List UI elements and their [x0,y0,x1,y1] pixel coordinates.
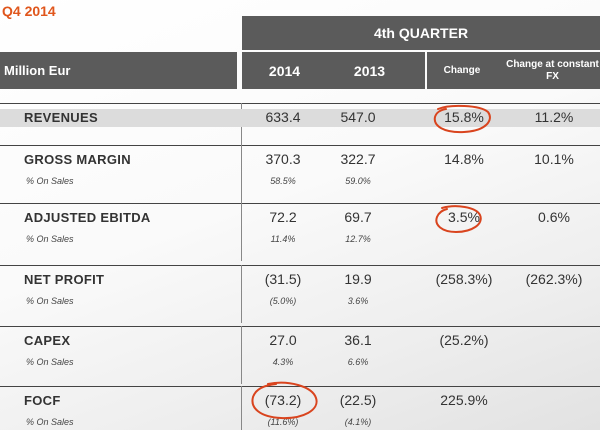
value-change: 15.8% [444,109,484,125]
value-2014: 633.4 [265,109,301,125]
row-label: ADJUSTED EBITDA [24,210,151,225]
column-header-2013: 2013 [353,62,386,79]
row-label: CAPEX [24,333,71,348]
row-divider [0,386,600,387]
value-change-fx: (262.3%) [525,271,583,287]
quarter-header: 4th QUARTER [242,16,600,50]
value-change: (25.2%) [439,332,489,348]
row-label: GROSS MARGIN [24,152,131,167]
pct-2013: 6.6% [347,357,369,367]
value-2013: 69.7 [344,209,372,225]
pct-2014: 4.3% [272,357,294,367]
value-change: 225.9% [440,392,488,408]
column-divider [241,103,242,161]
column-header-change: Change [443,65,481,76]
table-row-gross-margin: GROSS MARGIN % On Sales 370.3 322.7 14.8… [0,145,600,203]
row-divider [0,326,600,327]
value-change-fx: 0.6% [538,209,570,225]
column-divider [241,203,242,261]
pct-2014: (5.0%) [269,296,297,306]
column-divider [241,326,242,384]
column-divider [241,265,242,323]
value-change: 3.5% [448,209,480,225]
value-change-fx: 11.2% [534,109,574,125]
value-2014: (73.2) [264,392,302,408]
row-label: FOCF [24,393,61,408]
value-2013: 547.0 [340,109,376,125]
pct-2013: 59.0% [345,176,371,186]
table-row-adjusted-ebitda: ADJUSTED EBITDA % On Sales 72.2 69.7 3.5… [0,203,600,261]
pct-2013: 12.7% [345,234,371,244]
value-2013: 19.9 [344,271,372,287]
column-divider [241,145,242,203]
table-row-focf: FOCF % On Sales (73.2) (22.5) 225.9% (11… [0,386,600,430]
row-sublabel: % On Sales [26,176,74,186]
value-2014: (31.5) [264,271,302,287]
value-2014: 370.3 [265,151,301,167]
row-sublabel: % On Sales [26,296,74,306]
row-label: REVENUES [24,110,98,125]
year-columns-header: 2014 2013 [242,52,425,89]
value-2014: 72.2 [269,209,297,225]
row-divider [0,103,600,104]
row-divider [0,203,600,204]
pct-2013: (4.1%) [344,417,372,427]
pct-2014: (11.6%) [267,417,299,427]
value-2013: 36.1 [344,332,372,348]
pct-2014: 58.5% [270,176,296,186]
table-row-capex: CAPEX % On Sales 27.0 36.1 (25.2%) 4.3% … [0,326,600,384]
value-change-fx: 10.1% [534,151,574,167]
row-divider [0,145,600,146]
row-sublabel: % On Sales [26,417,74,427]
page-title: Q4 2014 [2,3,56,19]
row-label: NET PROFIT [24,272,105,287]
table-row-net-profit: NET PROFIT % On Sales (31.5) 19.9 (258.3… [0,265,600,323]
column-divider [241,386,242,430]
metric-column-header: Million Eur [0,52,237,89]
row-divider [0,265,600,266]
value-2013: (22.5) [339,392,377,408]
row-sublabel: % On Sales [26,357,74,367]
column-header-constant-fx: Change at constant FX [506,58,599,82]
value-2014: 27.0 [269,332,297,348]
pct-2013: 3.6% [347,296,369,306]
value-change: 14.8% [444,151,484,167]
pct-2014: 11.4% [270,234,296,244]
change-columns-header: Change Change at constant FX [427,52,600,89]
column-header-2014: 2014 [268,62,301,79]
value-2013: 322.7 [340,151,376,167]
value-change: (258.3%) [435,271,493,287]
row-sublabel: % On Sales [26,234,74,244]
